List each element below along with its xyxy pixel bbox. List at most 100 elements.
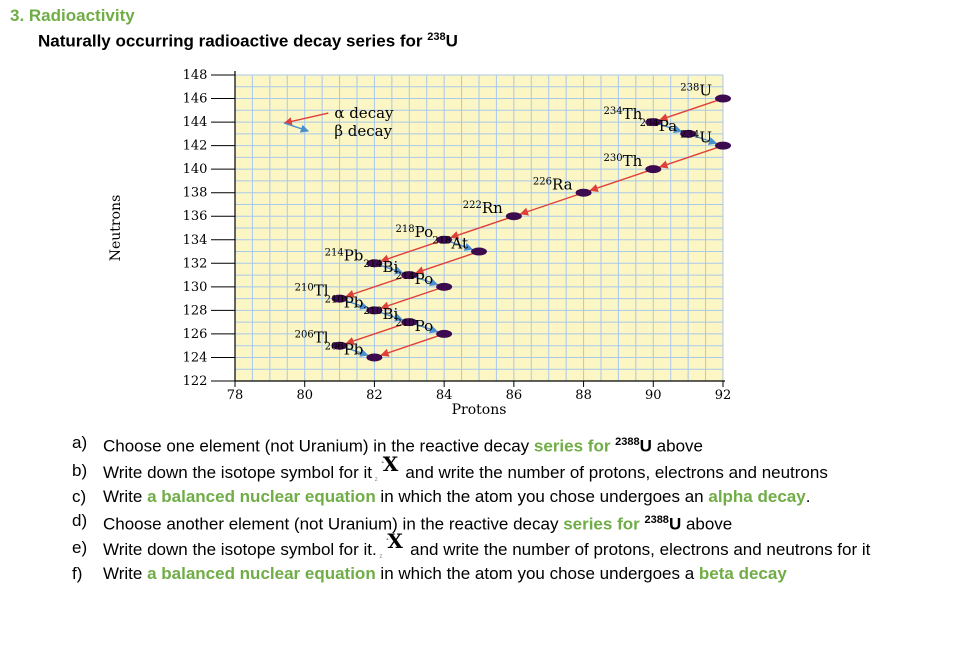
isotope-symbol: At [450,235,468,253]
question-text: Write down the isotope symbol for it [103,462,377,482]
isotope-mass: 218 [432,236,451,247]
y-tick-label: 148 [183,68,208,83]
x-tick-label: 80 [296,388,313,403]
isotope-label: 226Ra [533,176,573,194]
question-text-mid: in which the atom you chose undergoes a [375,564,699,584]
y-tick-label: 126 [183,327,208,342]
question-text-end: and write the number of protons, electro… [405,540,871,560]
isotope-label: 206Pb [325,340,364,358]
isotope-symbol: Po [415,270,434,288]
isotope-point [680,129,697,138]
axes: 122 124 126 128 130 132 134 136 138 140 142 144 146 1… [183,68,732,403]
isotope-point [436,329,453,338]
isotope-label: 214Po [396,270,434,288]
alpha-decay-arrow [380,288,439,310]
decay-arrows [345,99,718,357]
isotope-symbol-icon: ▲ z X [379,529,403,561]
isotope-label: 234Pa [640,117,678,135]
beta-decay-arrow [693,135,718,145]
x-axis-label: Protons [452,402,507,418]
question-text: Choose another element (not Uranium) in … [103,514,564,534]
question-highlight: a balanced nuclear equation [147,486,376,506]
question-text-mid: in which the atom you chose undergoes an [375,486,709,506]
x-tick-label: 90 [645,388,662,403]
isotope-symbol: Pa [659,117,677,135]
isotope-mass: 238 [680,83,699,94]
y-tick-label: 144 [183,115,208,130]
question-element: U [639,436,652,456]
isotope-label: 210Po [396,317,434,335]
isotope-mass: 206 [325,341,344,352]
isotope-point [436,235,453,244]
y-tick-label: 134 [183,233,208,248]
alpha-decay-arrow [589,170,648,193]
isotope-symbol: Po [415,317,434,335]
question-highlight: a balanced nuclear equation [147,564,376,584]
alpha-decay-arrow [659,99,718,122]
x-tick-label: 82 [366,388,383,403]
question-element: U [668,514,682,534]
question-text-end: above [681,514,733,534]
isotope-mass: 214 [396,271,415,282]
y-tick-label: 124 [183,350,208,365]
isotope-point [471,247,487,256]
isotope-label: 214Bi [363,258,398,276]
y-tick-label: 138 [183,186,208,201]
isotope-mass: 226 [533,177,552,188]
isotope-symbol: Po [415,223,434,241]
legend-label: α decay [334,104,394,122]
grid-lines [234,74,724,382]
question-list: a) Choose one element (not Uranium) in t… [72,432,952,587]
isotope-label: 222Rn [463,199,503,217]
beta-decay-arrow [284,122,310,133]
isotope-mass: 234 [640,118,659,129]
alpha-decay-arrow [659,146,718,169]
alpha-decay-arrow [345,323,404,346]
x-tick-label: 78 [227,388,244,403]
question-sup: 2388 [615,436,640,448]
question-label: d) [72,510,88,530]
isotope-point [645,165,662,174]
alpha-decay-arrow [380,335,439,357]
question-c: c) Write a balanced nuclear equation in … [72,486,952,507]
question-sup: 2388 [644,513,669,526]
isotope-mass: 234 [604,106,623,117]
isotope-symbol: Tl [314,329,329,347]
isotope-point [715,141,731,150]
isotope-label: 210Tl [295,282,329,300]
question-label: c) [72,486,87,506]
isotope-symbol: U [699,129,712,147]
subheading-end: U [445,31,458,51]
isotope-symbol-letter: X [387,529,403,554]
alpha-decay-arrow [519,193,579,216]
y-tick-label: 142 [183,139,208,154]
isotope-label: 238U [680,82,712,100]
isotope-point [366,353,383,362]
question-d: d) Choose another element (not Uranium) … [72,510,952,535]
isotope-points: 238U234Th234Pa234U230Th226Ra222Rn218Po21… [295,82,731,362]
isotope-point [331,341,348,350]
y-tick-label: 132 [183,256,208,271]
isotope-symbol: Rn [482,199,503,217]
question-f: f) Write a balanced nuclear equation in … [72,563,952,584]
section-subheading: Naturally occurring radioactive decay se… [38,31,458,52]
alpha-decay-arrow [380,241,439,263]
beta-decay-arrow [345,346,369,357]
alpha-decay-arrow [415,252,474,275]
question-b: b) Write down the isotope symbol for it … [72,453,952,483]
isotope-label: 210Bi [363,305,398,323]
beta-decay-arrow [414,276,439,287]
x-tick-label: 86 [506,388,523,403]
isotope-mass: 210 [325,294,344,305]
isotope-mass: 210 [363,306,382,317]
y-tick-label: 136 [183,209,208,224]
question-highlight-2: beta decay [698,564,787,584]
isotope-mass: 206 [295,330,314,341]
question-text: Write [103,564,148,584]
isotope-label: 206Tl [295,329,329,347]
isotope-symbol-letter: X [382,451,399,476]
isotope-symbol: Th [623,152,643,170]
alpha-decay-arrow [345,276,404,298]
isotope-mass: 218 [396,224,415,235]
